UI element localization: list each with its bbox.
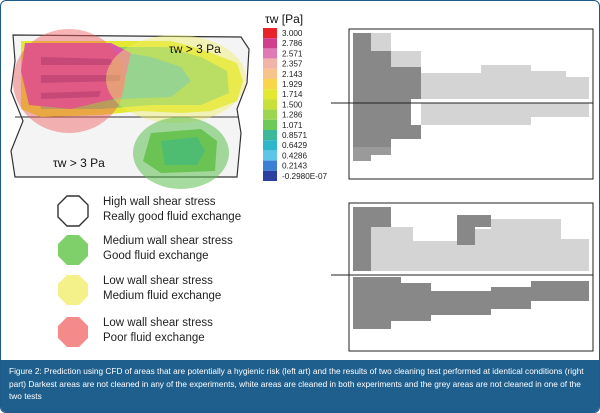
colorbar-swatch [263, 89, 277, 100]
colorbar-tick-label: 0.2143 [282, 162, 307, 171]
light-grey-region [371, 219, 589, 271]
light-grey-lower [421, 103, 589, 125]
colorbar-tick-label: 1.500 [282, 100, 303, 109]
dark-grey-top-mid [457, 215, 491, 245]
dark-grey-bottom [353, 277, 589, 329]
colorbar-tick-label: 0.4286 [282, 151, 307, 160]
legend-title: Medium wall shear stress [103, 235, 233, 247]
figure-caption: Figure 2: Prediction using CFD of areas … [1, 360, 599, 412]
octagon-yellow-icon [58, 275, 88, 305]
legend-subtitle: Good fluid exchange [103, 250, 209, 262]
legend-title: High wall shear stress [103, 196, 216, 208]
field-magenta-streaks [41, 57, 121, 99]
colorbar-swatch [263, 28, 277, 39]
annotation-top: τw > 3 Pa [169, 42, 221, 56]
legend-item-low-medium: Low wall shear stress Medium fluid exchan… [57, 274, 221, 306]
colorbar-tick-label: 0.6429 [282, 141, 307, 150]
colorbar-tick-label: 1.929 [282, 80, 303, 89]
legend-item-high: High wall shear stress Really good fluid … [57, 195, 241, 227]
colorbar-tick-label: 2.571 [282, 49, 303, 58]
light-grey-region [371, 33, 589, 99]
dark-grey-region [353, 33, 421, 147]
cfd-shear-stress-map: τw > 3 Pa τw > 3 Pa τw [Pa] 3.0002.7862.… [10, 12, 328, 189]
legend-item-low-poor: Low wall shear stress Poor fluid exchange [57, 316, 213, 348]
colorbar-tick-label: 2.357 [282, 60, 303, 69]
colorbar-tick-label: 1.286 [282, 111, 303, 120]
colorbar-tick-label: 1.071 [282, 121, 303, 130]
colorbar-tick-label: -0.2980E-07 [282, 172, 328, 181]
colorbar-swatch [263, 68, 277, 79]
cleaning-test-panel-1 [331, 28, 594, 180]
legend-subtitle: Really good fluid exchange [103, 211, 242, 223]
green-zone-ellipse [133, 117, 229, 189]
colorbar-tick-label: 3.000 [282, 29, 303, 38]
colorbar-tick-label: 2.143 [282, 70, 303, 79]
legend-item-medium: Medium wall shear stress Good fluid excha… [57, 234, 233, 266]
colorbar-swatch [263, 150, 277, 161]
legend-subtitle: Medium fluid exchange [103, 290, 222, 302]
colorbar-swatch [263, 99, 277, 110]
colorbar-swatch [263, 170, 277, 181]
colorbar-tick-label: 1.714 [282, 90, 303, 99]
colorbar-swatch [263, 130, 277, 141]
dark-grey-top-left [353, 207, 391, 271]
colorbar-swatch [263, 79, 277, 90]
legend-title: Low wall shear stress [103, 317, 213, 329]
colorbar-tick-label: 2.786 [282, 39, 303, 48]
red-zone-ellipse [13, 29, 125, 133]
colorbar-swatch [263, 48, 277, 59]
legend-title: Low wall shear stress [103, 275, 213, 287]
colorbar-swatch [263, 140, 277, 151]
cleaning-test-panel-2 [331, 202, 594, 352]
colorbar-title: τw [Pa] [265, 12, 303, 26]
octagon-green-icon [58, 235, 88, 265]
annotation-bottom: τw > 3 Pa [53, 156, 105, 170]
colorbar-tick-label: 0.8571 [282, 131, 307, 140]
yellow-zone-ellipse [106, 35, 246, 123]
colorbar-swatch [263, 38, 277, 49]
octagon-white-icon [57, 195, 89, 227]
colorbar-swatch [263, 58, 277, 69]
legend-subtitle: Poor fluid exchange [103, 332, 205, 344]
octagon-red-icon [58, 317, 88, 347]
colorbar-swatch [263, 160, 277, 171]
colorbar-swatch [263, 109, 277, 120]
colorbar-swatch [263, 119, 277, 130]
dark-grey-lower [353, 147, 391, 161]
